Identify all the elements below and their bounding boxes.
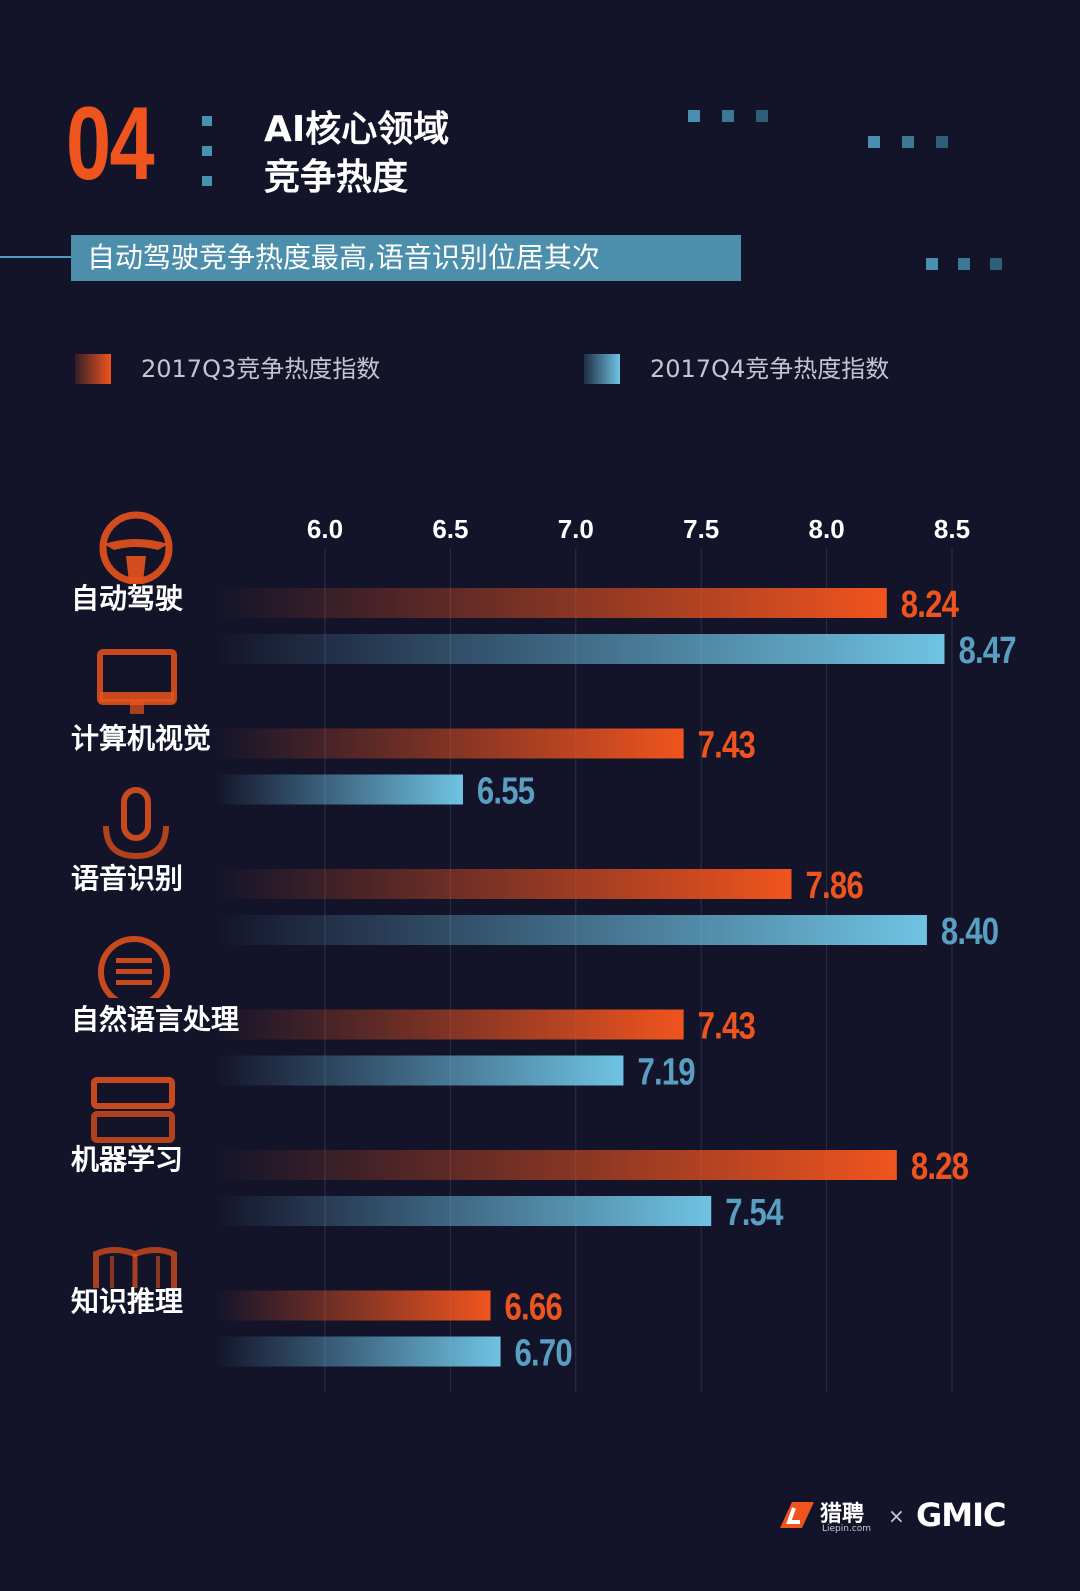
value-label-q3-1: 7.43: [698, 725, 756, 767]
category-label-nlp: 自然语言处理: [71, 1003, 240, 1036]
bar-q4-3: [215, 1055, 624, 1086]
value-label-q4-2: 8.40: [941, 911, 998, 953]
x-tick-label-4: 8.0: [809, 514, 845, 544]
value-label-q3-4: 8.28: [911, 1146, 969, 1188]
monitor-icon: [97, 649, 177, 714]
footer-brand-url: Liepin.com: [822, 1524, 872, 1534]
value-label-q3-3: 7.43: [698, 1006, 756, 1048]
bar-q4-2: [215, 915, 927, 945]
x-tick-label-3: 7.5: [683, 514, 719, 544]
chart-value-labels: 8.248.477.436.557.868.407.437.198.287.54…: [477, 584, 1017, 1375]
x-tick-label-2: 7.0: [558, 514, 594, 544]
book-icon: [93, 1247, 177, 1288]
value-label-q4-5: 6.70: [515, 1333, 572, 1375]
liepin-logo-icon: [780, 1502, 814, 1528]
legend-label-q3: 2017Q3竞争热度指数: [141, 355, 381, 383]
category-label-knowledge-reasoning: 知识推理: [71, 1285, 184, 1318]
bar-q4-0: [215, 634, 945, 664]
chart-x-ticks: 6.0 6.5 7.0 7.5 8.0 8.5: [307, 514, 970, 544]
title-line-2: 竞争热度: [264, 156, 409, 198]
value-label-q3-0: 8.24: [901, 584, 960, 626]
chart-gridlines: [324, 548, 953, 1392]
section-number: 04: [66, 86, 155, 202]
bar-q4-5: [215, 1336, 501, 1367]
subtitle-banner: 自动驾驶竞争热度最高,语音识别位居其次: [71, 235, 741, 281]
x-tick-label-1: 6.5: [432, 514, 468, 544]
value-label-q4-0: 8.47: [958, 630, 1015, 672]
bar-q4-1: [215, 774, 463, 805]
category-label-machine-learning: 机器学习: [71, 1143, 184, 1176]
category-label-computer-vision: 计算机视觉: [71, 722, 212, 755]
value-label-q3-5: 6.66: [505, 1287, 563, 1329]
footer-partner: GMIC: [916, 1496, 1006, 1534]
bar-q3-4: [215, 1150, 897, 1180]
bar-q3-2: [215, 869, 792, 899]
footer-brand: 猎聘: [820, 1502, 865, 1527]
value-label-q4-3: 7.19: [637, 1052, 695, 1094]
bar-q3-1: [215, 728, 684, 759]
value-label-q4-1: 6.55: [477, 771, 535, 813]
legend-label-q4: 2017Q4竞争热度指数: [650, 355, 890, 383]
x-tick-label-5: 8.5: [934, 514, 970, 544]
microphone-icon: [103, 787, 169, 860]
page-title: AI核心领域 竞争热度: [264, 106, 449, 201]
title-line-1: AI核心领域: [264, 109, 450, 150]
chart-bars: [215, 588, 945, 1367]
bar-q3-5: [215, 1290, 491, 1321]
legend-swatch-q3: [75, 354, 111, 384]
speech-bubble-icon: [98, 936, 170, 998]
legend-swatch-q4: [584, 354, 620, 384]
category-label-autonomous-driving: 自动驾驶: [71, 582, 184, 615]
x-tick-label-0: 6.0: [307, 514, 343, 544]
value-label-q4-4: 7.54: [725, 1192, 784, 1234]
bar-q4-4: [215, 1196, 712, 1226]
value-label-q3-2: 7.86: [805, 865, 863, 907]
server-icon: [91, 1077, 175, 1143]
category-label-speech-recognition: 语音识别: [71, 862, 184, 895]
bar-q3-3: [215, 1009, 684, 1040]
subtitle-accent-line: [0, 256, 72, 258]
footer-separator: ×: [888, 1504, 905, 1528]
bar-q3-0: [215, 588, 887, 618]
steering-wheel-icon: [99, 511, 173, 584]
